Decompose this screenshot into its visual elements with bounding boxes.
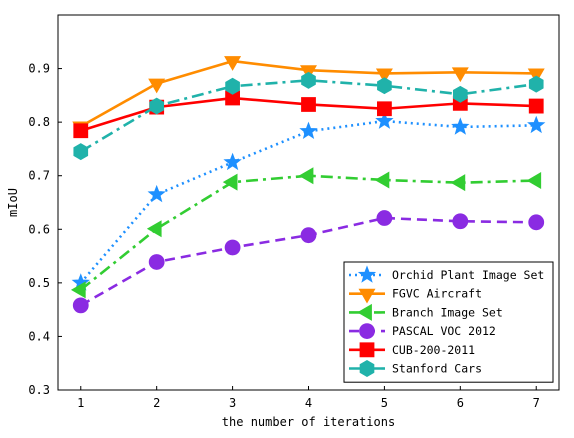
x-axis-label: the number of iterations <box>222 415 395 429</box>
y-axis: 0.3 0.4 0.5 0.6 0.7 0.8 0.9 <box>28 62 62 397</box>
x-tick-label: 5 <box>381 396 388 410</box>
legend-entry: CUB-200-2011 <box>349 342 475 358</box>
star-marker <box>375 111 394 129</box>
triangle-left-marker <box>70 281 86 299</box>
circle-marker <box>528 214 545 231</box>
star-marker <box>451 117 470 135</box>
legend: Orchid Plant Image Set FGVC Aircraft Branc… <box>343 261 554 383</box>
y-tick-label: 0.8 <box>28 115 50 129</box>
x-tick-label: 6 <box>457 396 464 410</box>
series-branch-image-set <box>70 167 542 299</box>
legend-entry: PASCAL VOC 2012 <box>349 323 496 339</box>
legend-label: PASCAL VOC 2012 <box>392 324 496 338</box>
triangle-left-marker <box>357 303 372 321</box>
square-marker <box>528 98 544 114</box>
legend-entry: FGVC Aircraft <box>349 287 482 304</box>
triangle-left-marker <box>146 220 162 238</box>
triangle-left-marker <box>450 174 466 192</box>
triangle-down-marker <box>527 68 545 84</box>
triangle-down-marker <box>375 68 393 84</box>
legend-label: Branch Image Set <box>392 305 503 319</box>
square-marker <box>301 97 316 112</box>
circle-marker <box>452 213 469 230</box>
series-line <box>79 119 537 284</box>
y-tick-label: 0.5 <box>28 276 50 290</box>
star-marker <box>527 115 546 134</box>
legend-entry: Branch Image Set <box>349 303 503 321</box>
series-layer <box>70 56 546 314</box>
hexagon-marker <box>452 85 468 103</box>
legend-label: CUB-200-2011 <box>392 343 475 357</box>
hexagon-marker <box>149 97 165 115</box>
triangle-down-marker <box>451 67 469 83</box>
x-tick-label: 7 <box>533 396 540 410</box>
y-tick-label: 0.9 <box>28 62 50 76</box>
hexagon-marker <box>377 77 392 95</box>
circle-marker <box>376 210 393 226</box>
series-stanford-cars <box>73 71 544 161</box>
star-marker <box>357 265 377 283</box>
square-marker <box>73 123 89 139</box>
legend-entry: Stanford Cars <box>349 360 482 377</box>
legend-entry: Orchid Plant Image Set <box>349 265 544 283</box>
circle-marker <box>359 323 375 339</box>
circle-marker <box>224 239 241 256</box>
y-tick-label: 0.7 <box>28 169 50 183</box>
star-marker <box>299 121 318 140</box>
x-tick-label: 1 <box>77 396 84 410</box>
triangle-down-marker <box>358 288 376 304</box>
triangle-down-marker <box>224 56 242 71</box>
square-marker <box>377 101 392 117</box>
circle-marker <box>72 297 89 314</box>
hexagon-marker <box>225 77 240 95</box>
circle-marker <box>300 227 317 244</box>
triangle-left-marker <box>298 167 314 185</box>
star-marker <box>147 184 166 203</box>
y-tick-label: 0.4 <box>28 329 50 343</box>
series-pascal-voc-2012 <box>72 210 545 314</box>
hexagon-marker <box>301 71 316 89</box>
legend-label: Orchid Plant Image Set <box>392 268 544 282</box>
star-marker <box>223 152 242 171</box>
y-axis-label: mIoU <box>6 188 20 217</box>
y-tick-label: 0.6 <box>28 222 50 236</box>
y-tick-label: 0.3 <box>28 383 50 397</box>
triangle-left-marker <box>374 171 390 189</box>
hexagon-marker <box>359 360 375 377</box>
series-orchid-plant-image-set <box>71 111 546 291</box>
legend-label: Stanford Cars <box>392 362 482 376</box>
triangle-left-marker <box>526 172 542 190</box>
x-tick-label: 2 <box>153 396 160 410</box>
hexagon-marker <box>528 75 544 93</box>
x-axis: 1 2 3 4 5 6 7 <box>77 386 540 410</box>
triangle-left-marker <box>222 173 238 191</box>
triangle-down-marker <box>148 78 166 94</box>
x-tick-label: 3 <box>229 396 236 410</box>
x-tick-label: 4 <box>305 396 312 410</box>
square-marker <box>359 342 375 358</box>
circle-marker <box>148 254 165 270</box>
legend-box <box>343 261 554 383</box>
hexagon-marker <box>73 143 89 161</box>
legend-label: FGVC Aircraft <box>392 287 482 301</box>
series-line <box>80 79 537 153</box>
